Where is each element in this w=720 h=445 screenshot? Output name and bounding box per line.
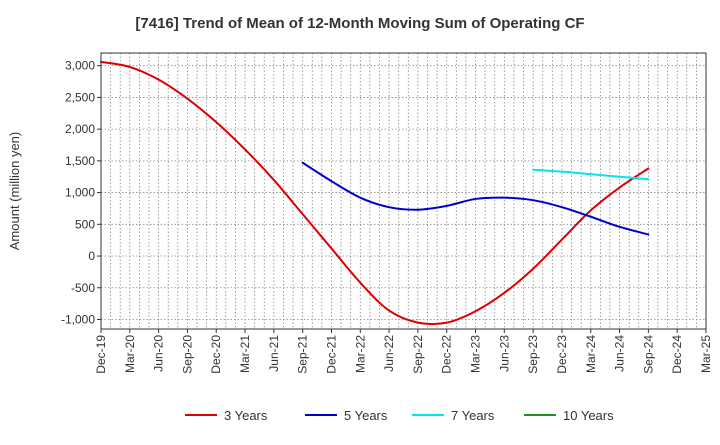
x-tick-label: Dec-20 [209,335,223,374]
x-tick-label: Sep-23 [526,335,540,374]
series-lines [100,60,650,326]
y-tick-label: 500 [75,217,95,231]
x-tick-label: Jun-24 [613,335,627,372]
x-tick-label: Mar-20 [123,335,137,373]
y-tick-label: 0 [88,249,95,263]
x-tick-label: Dec-19 [94,335,108,374]
legend-label-5-years: 5 Years [344,408,388,423]
x-tick-label: Mar-21 [238,335,252,373]
x-tick-label: Dec-21 [324,335,338,374]
y-tick-label: 2,000 [65,122,95,136]
x-tick-label: Mar-22 [353,335,367,373]
y-tick-label: 3,000 [65,59,95,73]
chart-title: [7416] Trend of Mean of 12-Month Moving … [135,15,584,32]
plot-frame [100,52,707,330]
x-tick-label: Jun-20 [152,335,166,372]
x-tick-label: Sep-22 [411,335,425,374]
x-tick-label: Dec-24 [670,335,684,374]
x-tick-label: Jun-21 [267,335,281,372]
x-tick-label: Mar-23 [469,335,483,373]
y-tick-label: -1,000 [61,312,95,326]
series-line-7-years [532,168,650,181]
y-axis-ticks: 3,000 2,500 2,000 1,500 1,000 500 0 -500 -1,000 [61,59,101,326]
y-axis-label: Amount (million yen) [7,132,22,251]
x-tick-label: Sep-20 [180,335,194,374]
x-tick-label: Mar-25 [699,335,713,373]
x-tick-label: Dec-23 [555,335,569,374]
y-tick-label: 1,500 [65,154,95,168]
y-tick-label: -500 [71,281,95,295]
x-axis-ticks: Dec-19 Mar-20 Jun-20 Sep-20 Dec-20 Mar-21 Jun-… [94,329,713,374]
series-line-3-years [100,60,650,326]
x-tick-label: Jun-22 [382,335,396,372]
legend-label-10-years: 10 Years [563,408,614,423]
x-tick-label: Sep-24 [641,335,655,374]
y-tick-label: 2,500 [65,90,95,104]
x-tick-label: Dec-22 [440,335,454,374]
x-tick-label: Jun-23 [497,335,511,372]
legend: 3 Years 5 Years 7 Years 10 Years [185,408,614,423]
series-line-5-years [301,161,650,236]
x-tick-label: Mar-24 [584,335,598,373]
legend-label-3-years: 3 Years [224,408,268,423]
y-tick-label: 1,000 [65,186,95,200]
legend-label-7-years: 7 Years [451,408,495,423]
x-tick-label: Sep-21 [296,335,310,374]
